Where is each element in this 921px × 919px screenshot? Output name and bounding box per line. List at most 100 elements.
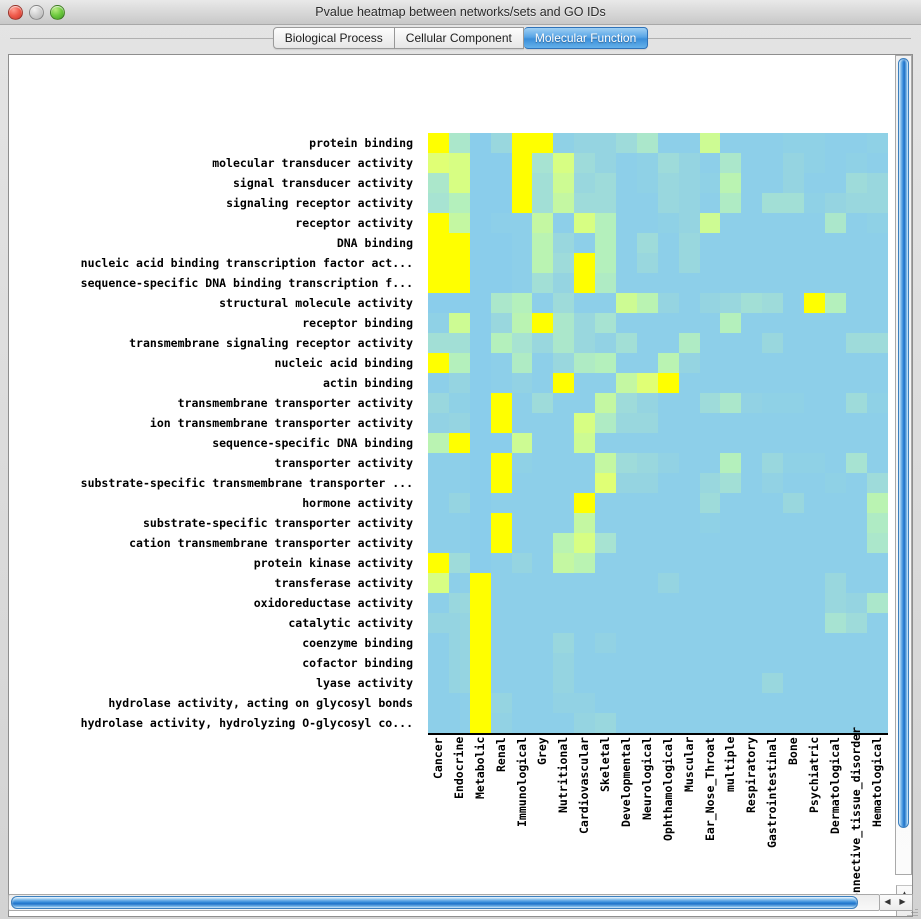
- heatmap-cell[interactable]: [574, 493, 596, 513]
- heatmap-cell[interactable]: [699, 153, 721, 173]
- heatmap-cell[interactable]: [699, 613, 721, 633]
- heatmap-cell[interactable]: [448, 493, 470, 513]
- heatmap-cell[interactable]: [553, 493, 575, 513]
- heatmap-cell[interactable]: [824, 613, 846, 633]
- heatmap-cell[interactable]: [824, 353, 846, 373]
- heatmap-cell[interactable]: [762, 233, 784, 253]
- heatmap-cell[interactable]: [595, 133, 617, 153]
- heatmap-cell[interactable]: [678, 433, 700, 453]
- heatmap-cell[interactable]: [762, 333, 784, 353]
- heatmap-cell[interactable]: [699, 293, 721, 313]
- heatmap-cell[interactable]: [804, 513, 825, 533]
- heatmap-cell[interactable]: [428, 693, 449, 713]
- heatmap-cell[interactable]: [866, 413, 888, 433]
- heatmap-cell[interactable]: [595, 253, 617, 273]
- heatmap-cell[interactable]: [595, 513, 617, 533]
- heatmap-cell[interactable]: [636, 633, 658, 653]
- heatmap-cell[interactable]: [428, 613, 449, 633]
- heatmap-cell[interactable]: [532, 393, 554, 413]
- heatmap-cell[interactable]: [720, 673, 742, 693]
- heatmap-cell[interactable]: [532, 673, 554, 693]
- heatmap-cell[interactable]: [511, 353, 533, 373]
- heatmap-cell[interactable]: [636, 513, 658, 533]
- heatmap-cell[interactable]: [428, 213, 449, 233]
- heatmap-cell[interactable]: [469, 193, 491, 213]
- heatmap-cell[interactable]: [783, 253, 805, 273]
- heatmap-cell[interactable]: [720, 153, 742, 173]
- heatmap-cell[interactable]: [428, 593, 449, 613]
- heatmap-cell[interactable]: [448, 273, 470, 293]
- heatmap-cell[interactable]: [824, 553, 846, 573]
- heatmap-cell[interactable]: [866, 173, 888, 193]
- heatmap-cell[interactable]: [824, 493, 846, 513]
- heatmap-cell[interactable]: [762, 373, 784, 393]
- heatmap-cell[interactable]: [636, 253, 658, 273]
- heatmap-cell[interactable]: [511, 173, 533, 193]
- heatmap-cell[interactable]: [469, 173, 491, 193]
- heatmap-cell[interactable]: [490, 373, 512, 393]
- heatmap-cell[interactable]: [741, 253, 763, 273]
- heatmap-cell[interactable]: [532, 213, 554, 233]
- heatmap-cell[interactable]: [804, 393, 825, 413]
- heatmap-cell[interactable]: [553, 353, 575, 373]
- heatmap-cell[interactable]: [720, 553, 742, 573]
- heatmap-cell[interactable]: [574, 713, 596, 733]
- heatmap-cell[interactable]: [574, 693, 596, 713]
- heatmap-cell[interactable]: [762, 433, 784, 453]
- heatmap-cell[interactable]: [762, 673, 784, 693]
- heatmap-cell[interactable]: [804, 633, 825, 653]
- heatmap-cell[interactable]: [595, 613, 617, 633]
- heatmap-cell[interactable]: [511, 413, 533, 433]
- heatmap-cell[interactable]: [574, 433, 596, 453]
- heatmap-cell[interactable]: [428, 513, 449, 533]
- heatmap-cell[interactable]: [720, 453, 742, 473]
- heatmap-cell[interactable]: [678, 273, 700, 293]
- heatmap-cell[interactable]: [574, 553, 596, 573]
- heatmap-cell[interactable]: [511, 193, 533, 213]
- heatmap-cell[interactable]: [783, 233, 805, 253]
- scroll-up-icon[interactable]: ▲: [897, 886, 912, 901]
- heatmap-cell[interactable]: [469, 593, 491, 613]
- heatmap-cell[interactable]: [824, 313, 846, 333]
- heatmap-cell[interactable]: [553, 293, 575, 313]
- heatmap-cell[interactable]: [636, 653, 658, 673]
- heatmap-cell[interactable]: [845, 213, 867, 233]
- heatmap-cell[interactable]: [616, 133, 637, 153]
- scroll-right-icon[interactable]: ▶: [899, 897, 906, 906]
- heatmap-cell[interactable]: [469, 373, 491, 393]
- heatmap-cell[interactable]: [824, 533, 846, 553]
- heatmap-cell[interactable]: [657, 613, 679, 633]
- tab-cellular-component[interactable]: Cellular Component: [394, 27, 524, 49]
- heatmap-cell[interactable]: [574, 653, 596, 673]
- heatmap-cell[interactable]: [448, 593, 470, 613]
- heatmap-cell[interactable]: [657, 473, 679, 493]
- heatmap-cell[interactable]: [448, 393, 470, 413]
- heatmap-cell[interactable]: [448, 553, 470, 573]
- heatmap-cell[interactable]: [636, 573, 658, 593]
- heatmap-cell[interactable]: [866, 493, 888, 513]
- heatmap-cell[interactable]: [720, 613, 742, 633]
- heatmap-cell[interactable]: [824, 213, 846, 233]
- heatmap-cell[interactable]: [616, 393, 637, 413]
- heatmap-cell[interactable]: [448, 413, 470, 433]
- heatmap-cell[interactable]: [657, 513, 679, 533]
- heatmap-cell[interactable]: [720, 573, 742, 593]
- heatmap-cell[interactable]: [741, 373, 763, 393]
- heatmap-cell[interactable]: [636, 673, 658, 693]
- heatmap-cell[interactable]: [783, 273, 805, 293]
- heatmap-cell[interactable]: [595, 233, 617, 253]
- heatmap-cell[interactable]: [678, 313, 700, 333]
- heatmap-cell[interactable]: [636, 133, 658, 153]
- heatmap-cell[interactable]: [678, 713, 700, 733]
- heatmap-cell[interactable]: [511, 613, 533, 633]
- heatmap-cell[interactable]: [845, 613, 867, 633]
- heatmap-cell[interactable]: [532, 653, 554, 673]
- heatmap-cell[interactable]: [553, 433, 575, 453]
- heatmap-cell[interactable]: [762, 473, 784, 493]
- heatmap-cell[interactable]: [511, 233, 533, 253]
- heatmap-cell[interactable]: [804, 553, 825, 573]
- heatmap-cell[interactable]: [595, 633, 617, 653]
- heatmap-cell[interactable]: [783, 593, 805, 613]
- heatmap-cell[interactable]: [469, 513, 491, 533]
- heatmap-cell[interactable]: [845, 473, 867, 493]
